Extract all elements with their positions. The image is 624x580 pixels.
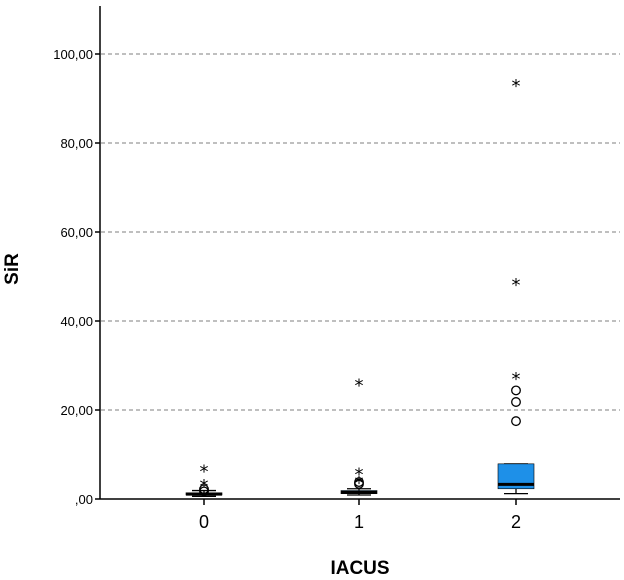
x-tick-label: 0 [199,512,209,532]
outlier-circle [511,416,521,427]
outlier-circle [199,484,209,495]
y-tick-label: 60,00 [60,225,93,240]
outlier-circle [354,477,364,488]
y-tick-label: 40,00 [60,314,93,329]
y-tick-label: 20,00 [60,403,93,418]
y-tick-label: 100,00 [53,47,93,62]
outlier-markers: ******** [199,76,521,497]
x-tick-labels: 0 1 2 [199,512,521,532]
extreme-star: * [200,476,209,497]
axes [95,6,620,505]
extreme-star: * [355,375,364,396]
extreme-star: * [355,473,364,494]
extreme-star: * [512,275,521,296]
extreme-star: * [355,464,364,485]
outlier-circle [511,385,521,396]
x-tick-label: 2 [511,512,521,532]
extreme-star: * [512,76,521,97]
y-tick-label: ,00 [75,492,93,507]
outlier-circle [511,397,521,407]
x-tick-label: 1 [354,512,364,532]
extreme-star: * [200,461,209,482]
box-group-2 [497,463,535,495]
x-axis-title: IACUS [330,558,389,579]
y-axis-title: SiR [2,253,23,285]
grid-lines [101,53,620,411]
y-tick-labels: ,00 20,00 40,00 60,00 80,00 100,00 [53,47,93,507]
extreme-star: * [512,369,521,390]
y-tick-label: 80,00 [60,136,93,151]
